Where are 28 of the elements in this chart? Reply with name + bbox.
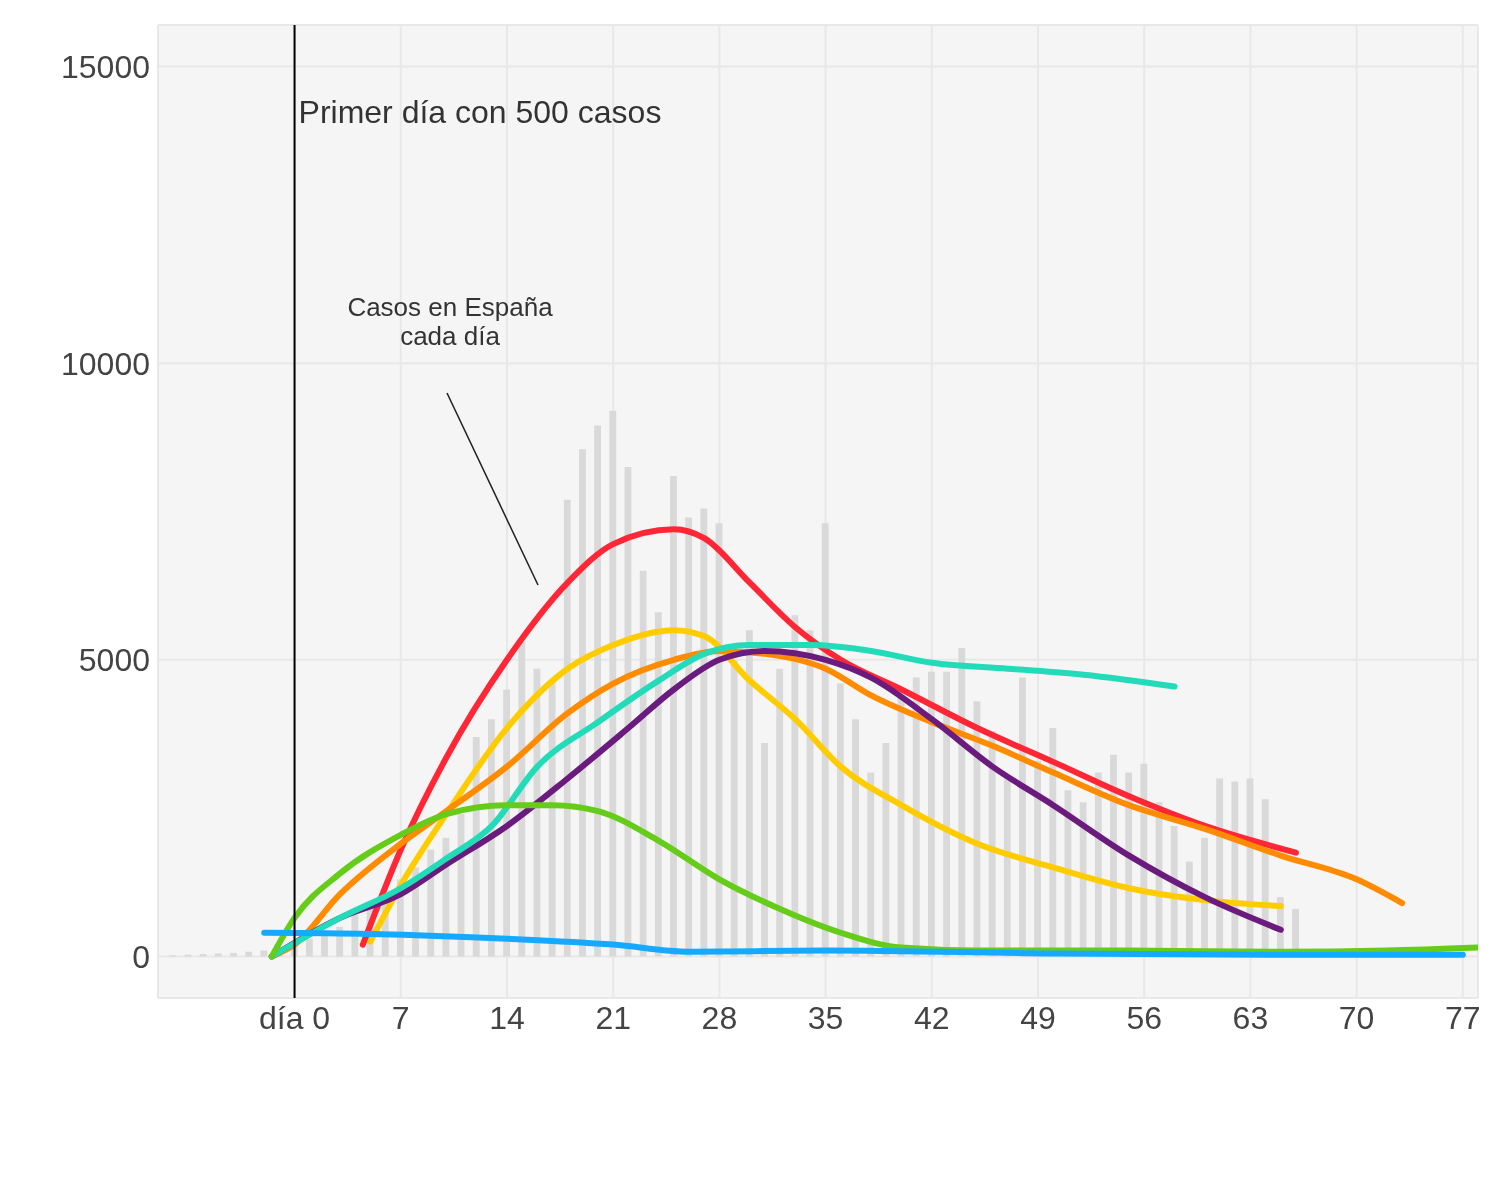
- x-tick-label: 63: [1232, 999, 1269, 1036]
- bar: [639, 570, 647, 957]
- y-tick-label: 0: [132, 938, 150, 975]
- bar: [836, 683, 844, 957]
- x-tick-label: 42: [914, 999, 950, 1036]
- x-tick-label: día 0: [258, 999, 331, 1036]
- bar: [730, 659, 738, 957]
- bar: [776, 668, 784, 957]
- bar: [594, 425, 602, 957]
- x-tick-label: 35: [807, 999, 844, 1036]
- x-tick-label: 14: [489, 999, 525, 1036]
- ref-line-label: Primer día con 500 casos: [298, 93, 662, 130]
- bar: [305, 938, 313, 957]
- annotation: Casos en España cada día: [347, 292, 554, 352]
- x-tick-label: 49: [1020, 999, 1056, 1036]
- x-tick-label: 7: [391, 999, 410, 1036]
- y-tick-label: 5000: [78, 642, 150, 679]
- bar: [579, 449, 586, 957]
- bar: [609, 410, 617, 957]
- y-tick-label: 15000: [61, 48, 150, 85]
- x-tick-label: 70: [1338, 999, 1375, 1036]
- x-tick-label: 28: [701, 999, 738, 1036]
- bar: [852, 719, 859, 957]
- x-tick-label: 56: [1126, 999, 1162, 1036]
- x-tick-label: 21: [595, 999, 631, 1036]
- bar: [761, 742, 768, 957]
- y-tick-label: 10000: [61, 345, 150, 382]
- x-tick-label: 77: [1445, 999, 1481, 1036]
